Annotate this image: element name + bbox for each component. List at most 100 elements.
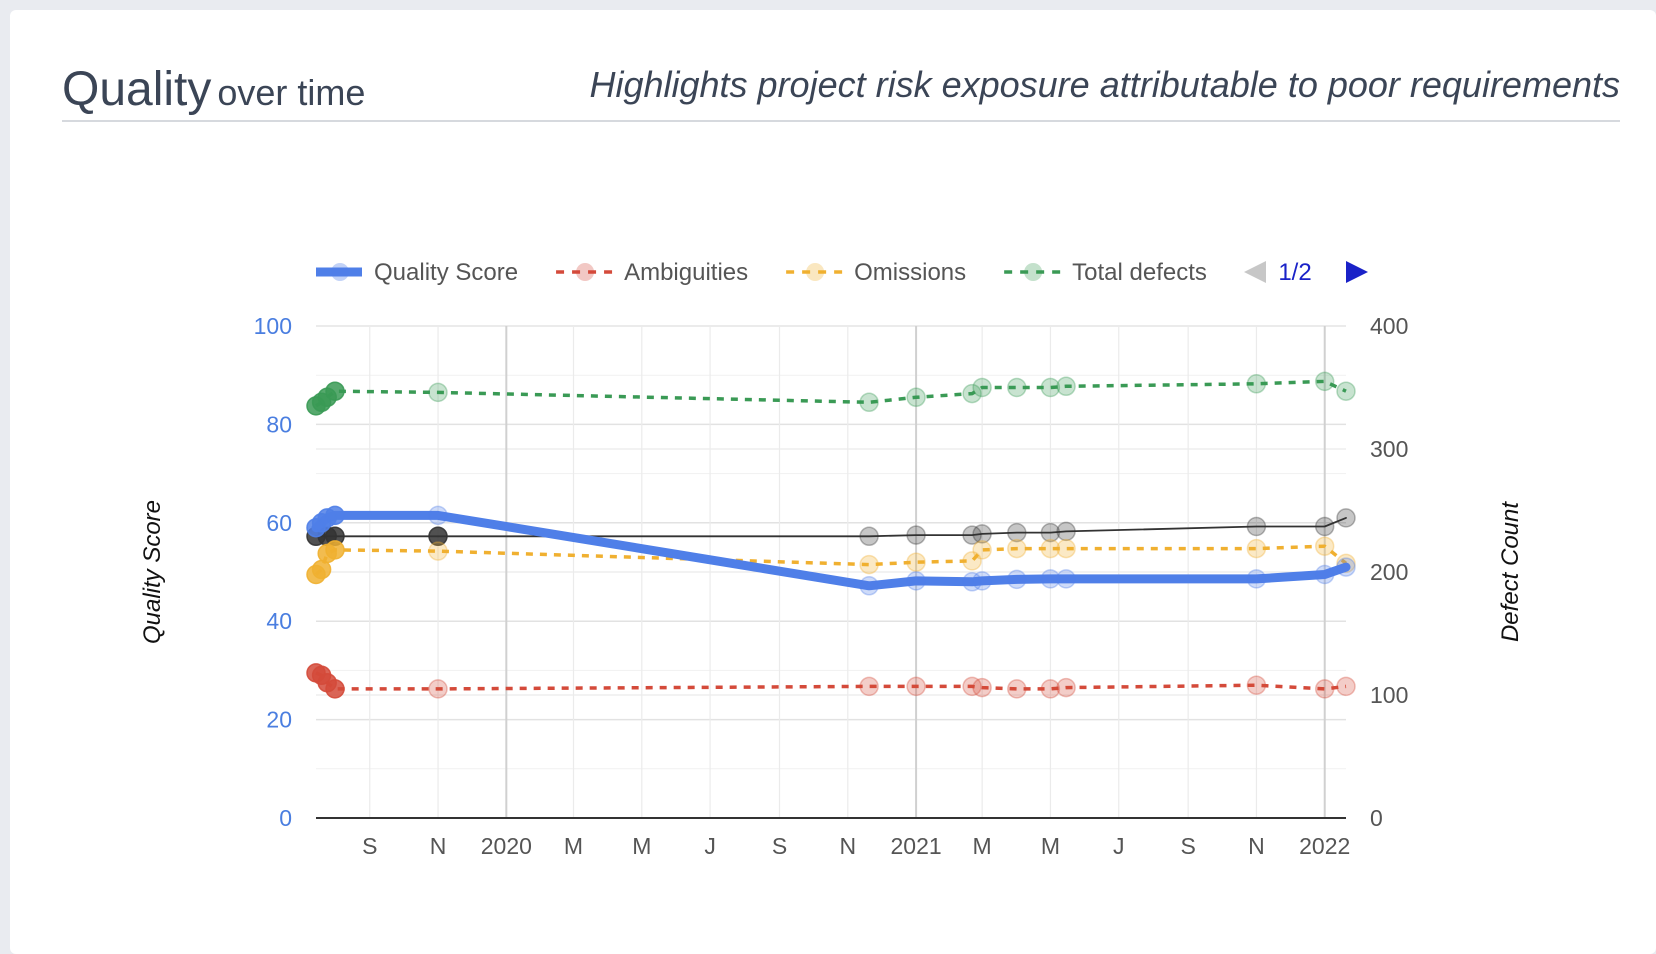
data-point[interactable] [1314,536,1335,556]
x-tick-label: M [973,833,992,859]
series-ambiguities [306,663,1356,699]
y-left-tick: 40 [266,608,292,634]
data-point[interactable] [1040,569,1061,589]
series-layer [306,371,1356,699]
data-point[interactable] [1246,538,1267,559]
data-point[interactable] [962,525,982,545]
data-point[interactable] [1314,564,1335,585]
data-point[interactable] [1040,679,1061,699]
data-point[interactable] [1040,522,1061,543]
data-point[interactable] [906,552,926,572]
data-point[interactable] [962,383,982,404]
data-point[interactable] [906,676,926,697]
data-point[interactable] [1246,374,1267,394]
x-tick-label: 2022 [1299,833,1350,859]
data-point[interactable] [906,387,926,408]
axes: 0 20 40 60 80 100 0 100 200 300 400 S N 2020 M M J S N 2021… [139,313,1524,859]
data-point[interactable] [428,679,448,699]
data-point[interactable] [972,524,992,544]
data-point[interactable] [972,571,992,591]
data-point[interactable] [1246,516,1267,537]
data-point[interactable] [962,572,982,592]
data-point[interactable] [1007,679,1027,699]
data-point[interactable] [1040,377,1061,398]
data-point[interactable] [972,677,992,698]
x-tick-label: S [1180,833,1195,859]
legend-item[interactable]: Quality Score [316,259,518,286]
data-point[interactable] [972,540,992,560]
legend-item[interactable]: Omissions [786,259,966,286]
data-point[interactable] [859,676,879,697]
legend: Quality Score Ambiguities Omissions Total d… [316,259,1368,286]
data-point[interactable] [1056,521,1076,542]
x-tick-label: N [430,833,447,859]
legend-label: Total defects [1072,259,1207,286]
data-point[interactable] [1336,508,1356,528]
data-point[interactable] [428,526,448,547]
series-omissions [306,536,1356,585]
data-point[interactable] [1336,676,1356,697]
data-point[interactable] [1007,538,1027,559]
x-tick-label: S [772,833,787,859]
y-right-axis-label: Defect Count [1497,501,1524,642]
data-point[interactable] [972,377,992,398]
legend-item[interactable]: Total defects [1004,259,1207,286]
y-left-tick: 0 [279,805,292,831]
series-quality-score [306,505,1356,596]
data-point[interactable] [859,392,879,413]
x-tick-label: J [1113,833,1125,859]
chart-card: Quality over time Highlights project risk… [10,10,1656,954]
legend-marker [1024,263,1043,281]
data-point[interactable] [1056,569,1076,589]
data-point[interactable] [1056,538,1076,559]
data-point[interactable] [325,679,345,699]
data-point[interactable] [1007,377,1027,398]
legend-marker [806,263,825,281]
data-point[interactable] [1056,376,1076,397]
pager-label: 1/2 [1278,259,1311,286]
card-header: Quality over time Highlights project risk… [62,58,1620,122]
data-point[interactable] [1336,381,1356,401]
data-point[interactable] [962,676,982,697]
y-right-tick: 0 [1370,805,1383,831]
x-tick-label: N [1248,833,1265,859]
legend-marker [331,263,349,281]
data-point[interactable] [962,551,982,571]
pager-next-icon[interactable] [1346,261,1368,283]
data-point[interactable] [428,505,448,526]
data-point[interactable] [859,554,879,575]
pager-prev-icon[interactable] [1244,261,1266,283]
y-left-tick: 60 [266,510,292,536]
data-point[interactable] [906,525,926,545]
data-point[interactable] [1007,522,1027,543]
data-point[interactable] [906,571,926,591]
legend-marker [576,263,595,281]
data-point[interactable] [859,576,879,596]
series-line [314,544,1348,576]
data-point[interactable] [428,541,448,561]
y-left-tick: 100 [254,313,292,339]
data-point[interactable] [859,526,879,547]
data-point[interactable] [1246,569,1267,589]
data-point[interactable] [1336,557,1356,577]
data-point[interactable] [1246,675,1267,695]
data-point[interactable] [325,381,345,401]
data-point[interactable] [1314,516,1335,537]
y-right-tick: 100 [1370,682,1408,708]
data-point[interactable] [325,540,345,560]
data-point[interactable] [428,382,448,403]
data-point[interactable] [1056,677,1076,698]
title-main: Quality [62,63,212,116]
data-point[interactable] [325,505,345,526]
legend-item[interactable]: Ambiguities [556,259,748,286]
data-point[interactable] [1040,538,1061,559]
data-point[interactable] [1007,569,1027,590]
chart-title: Quality over time [62,62,365,117]
x-tick-label: N [839,833,856,859]
data-point[interactable] [1314,371,1335,392]
data-point[interactable] [1314,679,1335,699]
legend-label: Omissions [854,259,966,286]
x-tick-label: 2021 [891,833,942,859]
legend-label: Ambiguities [624,259,748,286]
